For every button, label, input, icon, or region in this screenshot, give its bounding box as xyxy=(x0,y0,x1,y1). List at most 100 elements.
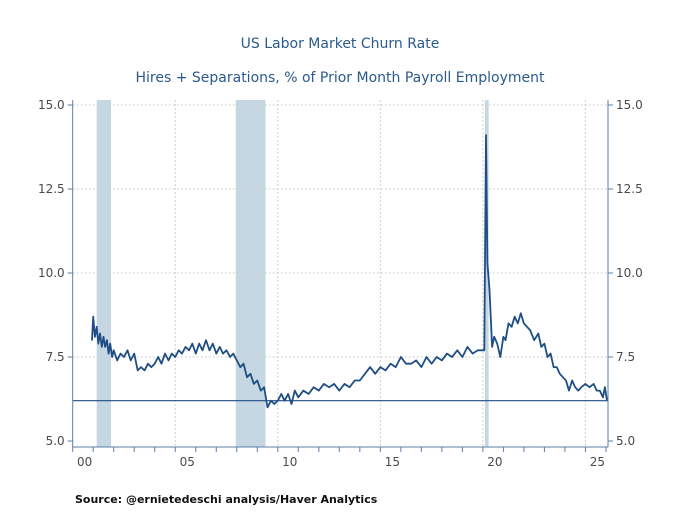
data-point xyxy=(242,363,245,365)
data-point xyxy=(466,346,469,348)
data-point xyxy=(533,339,535,341)
data-point xyxy=(596,390,598,392)
data-point xyxy=(507,322,510,324)
data-point xyxy=(96,326,98,328)
data-point xyxy=(499,356,501,358)
tick-labels: 5.0 5.0 7.5 7.5 10.0 10.0 12.5 12.5 15.0 15.0 00 05… xyxy=(38,98,643,469)
data-point xyxy=(537,332,539,335)
data-point xyxy=(446,353,448,355)
y-tick-label-right: 7.5 xyxy=(616,350,635,364)
data-point xyxy=(602,396,604,398)
data-point xyxy=(580,386,582,388)
data-point xyxy=(229,356,231,358)
data-point xyxy=(167,359,170,361)
data-point xyxy=(205,339,207,341)
data-point xyxy=(171,353,173,355)
series-churn-rate xyxy=(91,134,608,409)
data-point xyxy=(270,400,272,402)
data-point xyxy=(486,262,489,264)
data-point xyxy=(343,383,346,385)
x-tick-label: 15 xyxy=(385,455,400,469)
data-point xyxy=(562,376,564,378)
data-point xyxy=(456,349,458,351)
x-tick-label: 25 xyxy=(590,455,605,469)
data-point xyxy=(369,366,371,368)
data-point xyxy=(338,390,340,392)
data-point xyxy=(188,349,190,351)
data-point xyxy=(113,349,115,351)
data-point xyxy=(333,383,335,385)
data-point xyxy=(219,346,221,348)
data-point xyxy=(130,359,132,361)
data-point xyxy=(287,393,289,395)
data-point xyxy=(526,326,528,328)
source-note: Source: @ernietedeschi analysis/Haver An… xyxy=(75,493,378,506)
data-point xyxy=(436,356,438,358)
chart-subtitle: Hires + Separations, % of Prior Month Pa… xyxy=(135,70,545,86)
y-tick-label-left: 7.5 xyxy=(46,350,65,364)
data-point xyxy=(123,356,125,358)
data-point xyxy=(297,396,299,398)
data-point xyxy=(280,393,282,395)
data-point xyxy=(485,134,487,136)
data-point xyxy=(283,400,286,402)
data-point xyxy=(493,336,495,338)
data-point xyxy=(164,353,166,355)
data-point xyxy=(249,373,252,375)
y-tick-label-right: 5.0 xyxy=(616,434,635,448)
chart-title: US Labor Market Churn Rate xyxy=(241,36,440,52)
series-line xyxy=(91,134,608,409)
y-tick-label-right: 10.0 xyxy=(616,266,643,280)
recession-band xyxy=(484,100,489,447)
data-point xyxy=(212,342,214,345)
data-point xyxy=(565,379,567,382)
data-point xyxy=(97,342,99,345)
data-point xyxy=(178,349,180,351)
data-point xyxy=(389,363,392,365)
data-point xyxy=(553,366,555,368)
data-point xyxy=(109,342,111,345)
data-point xyxy=(593,383,595,385)
data-point xyxy=(491,346,493,348)
gridlines xyxy=(72,100,608,447)
data-point xyxy=(137,369,139,372)
data-point xyxy=(461,356,463,358)
y-tick-label-left: 5.0 xyxy=(46,434,65,448)
data-point xyxy=(431,363,433,365)
data-point xyxy=(504,339,507,341)
data-point xyxy=(379,366,381,368)
data-point xyxy=(395,366,397,368)
data-point xyxy=(277,400,279,402)
data-point xyxy=(107,353,110,355)
data-point xyxy=(543,342,546,345)
data-point xyxy=(517,322,519,324)
data-point xyxy=(451,356,453,358)
data-point xyxy=(246,376,248,378)
data-point xyxy=(256,379,258,382)
data-point xyxy=(94,336,96,338)
data-point xyxy=(101,346,103,348)
data-point xyxy=(111,356,113,358)
data-point xyxy=(359,379,361,382)
data-point xyxy=(488,289,491,291)
data-point xyxy=(599,390,601,392)
data-point xyxy=(415,359,417,361)
data-point xyxy=(181,353,183,355)
data-point xyxy=(239,366,241,368)
y-tick-label-left: 12.5 xyxy=(38,182,65,196)
y-tick-label-right: 15.0 xyxy=(616,98,643,112)
data-point xyxy=(236,359,238,361)
y-tick-label-right: 12.5 xyxy=(616,182,643,196)
x-tick-label: 00 xyxy=(77,455,92,469)
data-point xyxy=(225,349,228,351)
data-point xyxy=(374,373,376,375)
axes xyxy=(67,100,613,452)
data-point xyxy=(157,356,159,358)
data-point xyxy=(410,363,412,365)
data-point xyxy=(302,390,305,392)
data-point xyxy=(201,349,204,351)
data-point xyxy=(323,383,325,385)
data-point xyxy=(529,329,531,331)
data-point xyxy=(290,403,293,405)
